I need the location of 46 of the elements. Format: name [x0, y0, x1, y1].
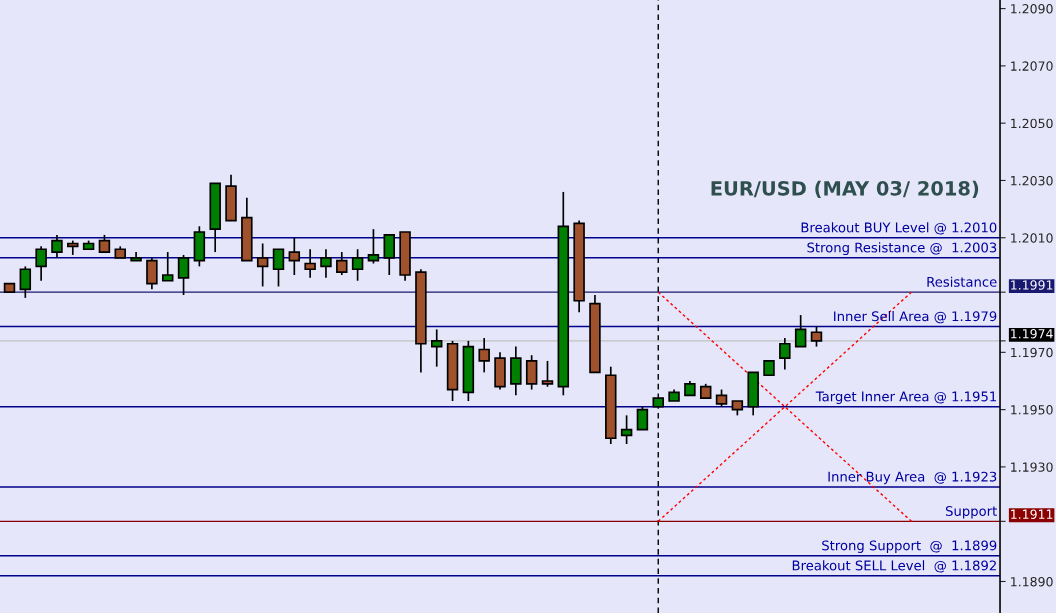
candlestick [430, 328, 443, 368]
ref-line-label: Target Inner Area @ 1.1951 [815, 391, 997, 404]
y-tick-label: 1.1930 [1011, 462, 1053, 472]
candlestick [794, 314, 807, 348]
y-tick-label: 1.1950 [1011, 405, 1053, 415]
y-tick-label: 1.2090 [1011, 4, 1053, 14]
ref-line-label: Breakout BUY Level @ 1.2010 [801, 222, 997, 235]
candlestick [51, 234, 63, 259]
candlestick [478, 337, 490, 374]
candlestick [304, 248, 316, 279]
y-tick-label: 1.1890 [1011, 576, 1053, 587]
y2-tick-label: 1.1991 [1011, 280, 1053, 290]
candlestick [161, 251, 174, 282]
y-tick-label: 1.2050 [1011, 118, 1053, 129]
candlestick [336, 251, 348, 276]
y2-tick-label: 1.1974 [1011, 329, 1053, 339]
candlestick [541, 360, 554, 388]
ref-line-label: Resistance [927, 276, 997, 287]
candlestick [367, 228, 380, 265]
candlestick [636, 405, 649, 431]
candlestick [383, 234, 395, 276]
y2-tick-label: 1.1911 [1011, 509, 1053, 519]
text: EUR/USD (MAY 03/ 2018) [711, 180, 979, 198]
y-tick-label: 1.2010 [1011, 233, 1053, 243]
candlestick [272, 248, 285, 288]
candlestick [19, 265, 32, 299]
y-tick-label: 1.2030 [1011, 175, 1053, 186]
ref-line-label: Breakout SELL Level @ 1.1892 [792, 560, 996, 573]
candlestick [177, 254, 190, 296]
candlestick [779, 337, 791, 371]
candlestick [256, 242, 269, 288]
candlestick [320, 248, 332, 279]
ref-line-label: Strong Resistance @ 1.2003 [807, 242, 997, 256]
ref-line-label: Inner Buy Area @ 1.1923 [828, 471, 997, 485]
candlestick [525, 354, 538, 391]
candlestick [620, 414, 633, 445]
candlestick [351, 248, 364, 282]
ref-line-label: Strong Support @ 1.1899 [822, 540, 997, 553]
candlestick [810, 325, 823, 348]
ref-line-label: Support [945, 506, 997, 519]
y-tick-label: 1.2070 [1011, 61, 1053, 71]
ref-line-label: Inner Sell Area @ 1.1979 [834, 311, 997, 324]
y-tick-label: 1.1970 [1011, 347, 1053, 358]
candlestick [288, 236, 301, 276]
candlestick [146, 256, 158, 291]
candlestick [35, 245, 47, 282]
